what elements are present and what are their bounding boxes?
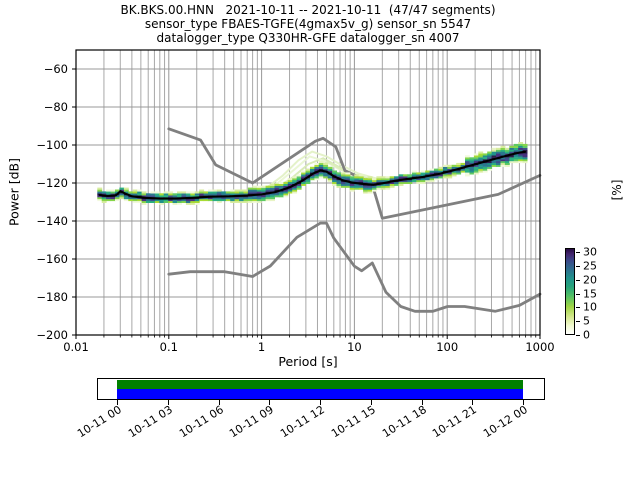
colorbar-tick-label: 25 <box>583 259 597 273</box>
y-tick-label: −180 <box>36 290 68 304</box>
x-tick-label: 10 <box>347 340 362 354</box>
colorbar-label: [%] <box>610 179 624 201</box>
y-tick-label: −80 <box>44 100 68 114</box>
mean-psd-curve <box>98 150 527 200</box>
colorbar-tick <box>576 335 580 336</box>
figure-title: BK.BKS.00.HNN 2021-10-11 -- 2021-10-11 (… <box>120 3 496 17</box>
time-tick <box>523 400 524 405</box>
x-tick-label: 1 <box>258 340 265 354</box>
x-tick-label: 0.1 <box>160 340 178 354</box>
y-tick-label: −160 <box>36 252 68 266</box>
colorbar-tick-label: 20 <box>583 273 597 287</box>
time-coverage-bar <box>97 378 545 400</box>
colorbar-tick-label: 5 <box>583 314 590 328</box>
y-tick-label: −120 <box>36 176 68 190</box>
plot-border <box>75 49 541 336</box>
time-tick <box>472 400 474 405</box>
colorbar-tick-label: 15 <box>583 287 597 301</box>
y-tick-label: −140 <box>36 214 68 228</box>
figure-subtitle-sensor: sensor_type FBAES-TGFE(4gmax5v_g) sensor… <box>144 17 472 31</box>
time-tick <box>218 400 220 405</box>
colorbar-tick <box>576 279 580 281</box>
x-axis-label: Period [s] <box>278 354 338 369</box>
noise-model-nlnm <box>167 221 542 313</box>
colorbar-tick <box>576 266 580 268</box>
time-tick <box>269 400 271 405</box>
time-tick <box>320 400 321 405</box>
colorbar-tick-label: 0 <box>583 328 590 342</box>
colorbar-tick <box>576 293 580 295</box>
y-tick-label: −60 <box>44 62 68 76</box>
colorbar-gradient <box>565 248 575 335</box>
figure-subtitle-datalogger: datalogger_type Q330HR-GFE datalogger_sn… <box>156 31 460 45</box>
time-tick <box>421 400 423 405</box>
colorbar-tick-label: 30 <box>583 245 597 259</box>
x-tick-label: 0.01 <box>63 340 89 354</box>
y-tick-label: −200 <box>36 328 68 342</box>
coverage-data-stripe <box>117 389 523 399</box>
colorbar-tick <box>576 321 580 323</box>
colorbar-tick-label: 10 <box>583 300 597 314</box>
time-tick <box>117 400 118 405</box>
x-tick-label: 1000 <box>525 340 554 354</box>
coverage-processed-stripe <box>117 380 523 389</box>
y-tick-label: −100 <box>36 138 68 152</box>
noise-model-nhnm <box>167 127 542 220</box>
time-tick <box>167 400 169 405</box>
colorbar-tick <box>576 252 580 254</box>
colorbar-tick <box>576 307 580 309</box>
x-tick-label: 100 <box>436 340 458 354</box>
time-tick <box>370 400 372 405</box>
